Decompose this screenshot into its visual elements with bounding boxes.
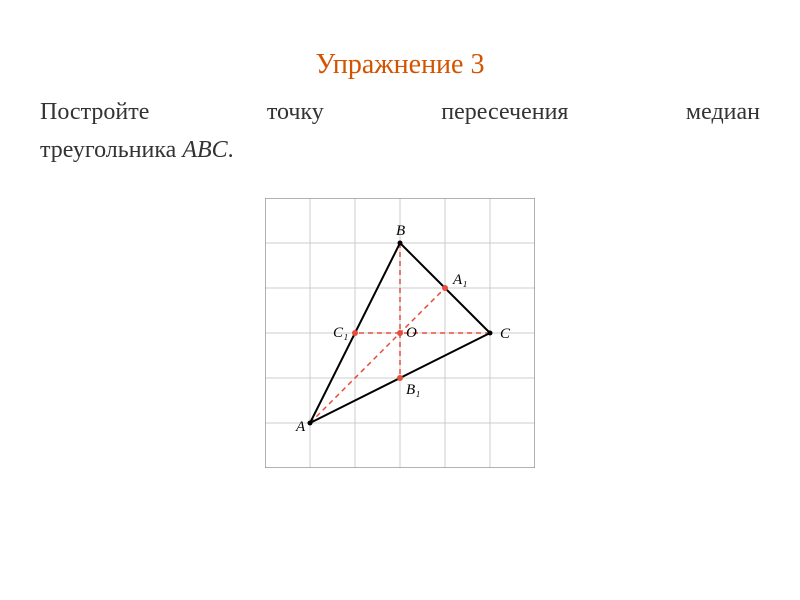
- triangle-name: ABC: [182, 137, 227, 163]
- triangle-diagram: A B C A₁ B₁ C₁ O: [265, 198, 535, 468]
- problem-statement-line2: треугольника ABC.: [40, 134, 760, 168]
- word: пересечения: [441, 99, 568, 125]
- diagram-wrapper: A B C A₁ B₁ C₁ O: [40, 198, 760, 468]
- problem-statement-line1: Постройте точку пересечения медиан: [40, 96, 760, 130]
- svg-text:C₁: C₁: [333, 325, 348, 341]
- svg-text:B: B: [396, 223, 405, 239]
- word: медиан: [686, 99, 760, 125]
- svg-text:C: C: [500, 326, 511, 342]
- exercise-title: Упражнение 3: [40, 49, 760, 81]
- text: треугольника: [40, 137, 182, 163]
- word: точку: [267, 99, 324, 125]
- text: .: [228, 137, 234, 163]
- svg-text:B₁: B₁: [406, 382, 420, 398]
- word: Постройте: [40, 99, 149, 125]
- svg-text:A₁: A₁: [452, 272, 467, 288]
- svg-text:A: A: [295, 419, 306, 435]
- svg-text:O: O: [406, 325, 417, 341]
